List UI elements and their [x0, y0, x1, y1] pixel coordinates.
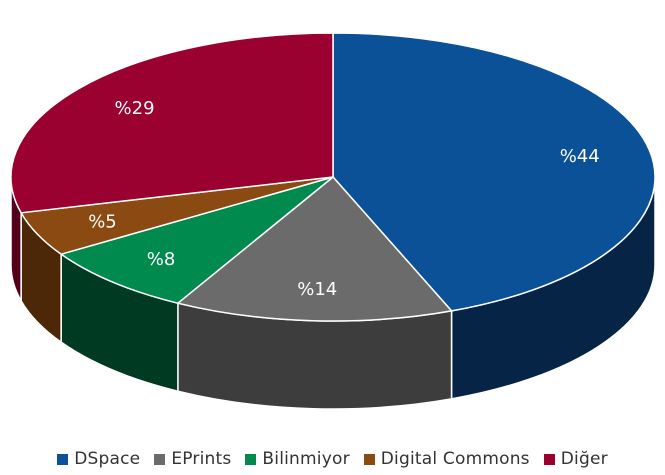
slice-label-bilinmiyor: %8: [147, 249, 176, 270]
legend-item-bilinmiyor: Bilinmiyor: [245, 449, 350, 469]
legend-swatch: [154, 453, 166, 465]
legend-label: EPrints: [171, 449, 232, 469]
slice-dspace: [332, 32, 656, 312]
legend-swatch: [245, 453, 257, 465]
pie-slices: [10, 32, 656, 322]
legend-label: DSpace: [74, 449, 141, 469]
legend-item-digital-commons: Digital Commons: [363, 449, 530, 469]
pie-sides: [10, 176, 656, 410]
slice-label-di-er: %29: [115, 98, 155, 119]
slice-labels: %44 %14 %8 %5 %29: [88, 98, 600, 300]
slice-label-dspace: %44: [560, 146, 600, 167]
legend-swatch: [543, 453, 555, 465]
slice-bilinmiyor: [60, 176, 334, 304]
slice-label-eprints: %14: [297, 279, 337, 300]
slice-di-er: [10, 32, 334, 214]
legend-item-di-er: Diğer: [543, 449, 608, 469]
slice-label-digital-commons: %5: [88, 212, 117, 233]
legend-item-dspace: DSpace: [57, 449, 140, 469]
legend: DSpace EPrints Bilinmiyor Digital Commons Di…: [0, 447, 665, 471]
legend-swatch: [363, 453, 375, 465]
legend-label: Bilinmiyor: [262, 449, 350, 469]
legend-label: Digital Commons: [380, 449, 530, 469]
legend-swatch: [57, 453, 69, 465]
legend-label: Diğer: [560, 449, 608, 469]
pie-chart: %44 %14 %8 %5 %29: [10, 32, 656, 410]
legend-item-eprints: EPrints: [154, 449, 231, 469]
slice-eprints: [177, 176, 453, 322]
